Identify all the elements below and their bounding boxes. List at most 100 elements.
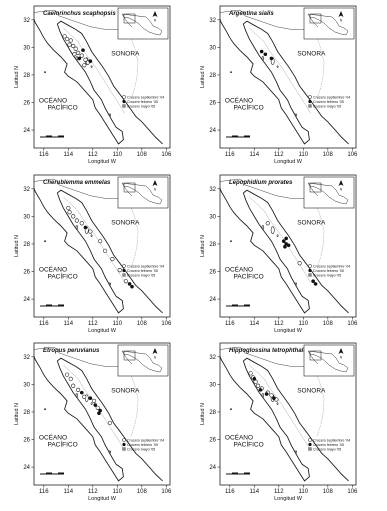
scale-bar-segment (244, 304, 250, 306)
island (276, 65, 279, 68)
coastline-baja (34, 355, 124, 482)
x-axis-label: Longitud W (88, 159, 117, 165)
species-title: Cherublemma emmelas (43, 180, 111, 186)
legend-label: Crucero mayo '05 (313, 104, 341, 108)
legend-marker-filled (122, 268, 126, 273)
y-tick-label: 28 (209, 73, 216, 79)
legend-label: Crucero mayo '05 (313, 273, 341, 277)
depth-contour (63, 27, 125, 114)
x-tick-label: 108 (323, 152, 334, 158)
scale-bar-segment (232, 135, 238, 137)
y-tick-label: 28 (209, 242, 216, 248)
panel-frame (33, 342, 171, 486)
station-point-filled (263, 52, 268, 57)
island (108, 113, 111, 117)
state-line (315, 29, 325, 100)
north-label: N (340, 188, 343, 192)
station-point-open (65, 372, 70, 377)
island (261, 56, 265, 61)
scale-bar-segment (244, 135, 250, 137)
inset-frame (117, 176, 169, 209)
x-tick-label: 108 (137, 152, 148, 158)
x-tick-label: 108 (323, 321, 334, 327)
north-label: N (340, 356, 343, 360)
island-cedros (230, 71, 232, 74)
y-tick-label: 24 (209, 465, 216, 471)
station-point-open (98, 239, 103, 244)
north-arrow-icon (152, 348, 158, 354)
legend-marker-filled (308, 268, 312, 273)
legend-marker-square (308, 104, 312, 108)
station-point-open (82, 63, 87, 68)
coastline-mainland (57, 20, 163, 145)
x-tick-label: 114 (250, 321, 260, 327)
x-tick-label: 116 (225, 321, 235, 327)
island (90, 402, 93, 405)
x-axis-label: Longitud W (88, 328, 117, 334)
legend-marker-open (122, 95, 126, 99)
station-point-filled (88, 396, 93, 400)
inset-study-area (309, 182, 322, 193)
state-line (315, 198, 325, 269)
inset-mexico-outline (307, 182, 349, 205)
scale-bar-segment (46, 135, 52, 137)
x-tick-label: 110 (113, 489, 123, 495)
station-point-filled (284, 236, 288, 241)
island-cedros (44, 240, 46, 243)
legend-marker-square (308, 447, 312, 451)
north-label: N (154, 188, 157, 192)
y-tick-label: 30 (23, 382, 30, 388)
station-point-filled (313, 282, 318, 286)
legend-label: Crucero febrero '05 (313, 443, 344, 447)
island (75, 56, 79, 61)
inset-study-area (123, 350, 136, 361)
depth-contour (249, 27, 311, 114)
station-point-filled (269, 56, 274, 61)
species-title: Etropus peruvianus (43, 348, 100, 354)
station-point-filled (283, 244, 287, 249)
label-pacific: PACÍFICO (47, 102, 77, 111)
station-point-filled (311, 279, 315, 283)
legend-label: Crucero septiembre '04 (313, 438, 350, 442)
station-point-open (76, 387, 81, 392)
state-line (129, 198, 139, 269)
inset-frame (303, 344, 355, 377)
depth-contour (63, 196, 125, 283)
x-tick-label: 114 (250, 489, 260, 495)
station-point-open (297, 261, 302, 266)
scale-bar-segment (232, 304, 238, 306)
station-point-open (95, 405, 100, 410)
legend-marker-open (122, 264, 126, 268)
legend-label: Crucero mayo '05 (127, 104, 155, 108)
station-point-open (71, 214, 76, 219)
island (261, 225, 265, 230)
inset-study-area (123, 13, 136, 24)
coastline-baja (34, 187, 124, 314)
north-label: N (154, 19, 157, 23)
x-axis-label: Longitud W (88, 496, 117, 502)
x-tick-label: 106 (347, 321, 358, 327)
coastline-baja (34, 18, 124, 145)
map-area (34, 346, 163, 482)
station-point-open (82, 394, 87, 399)
x-tick-label: 112 (88, 489, 98, 495)
state-line (129, 29, 139, 100)
north-arrow-icon (338, 180, 344, 186)
island (90, 234, 93, 237)
x-tick-label: 110 (299, 152, 309, 158)
station-point-open (102, 248, 108, 253)
map-panel: 116 114 112 110 108 106 32 30 28 26 24 Longitud W La… (200, 174, 358, 334)
x-tick-label: 116 (39, 321, 49, 327)
legend-marker-square (308, 273, 312, 277)
coastline-baja (220, 18, 310, 145)
y-axis-label: Latitud N (200, 235, 206, 257)
depth-contour (249, 196, 311, 283)
station-point-filled (281, 239, 286, 243)
station-point-open (66, 206, 71, 211)
x-tick-label: 116 (39, 152, 49, 158)
panel-frame (33, 5, 171, 149)
x-tick-label: 106 (161, 321, 172, 327)
border-line (220, 9, 326, 30)
legend-label: Crucero mayo '05 (127, 447, 155, 451)
y-tick-label: 28 (23, 242, 30, 248)
